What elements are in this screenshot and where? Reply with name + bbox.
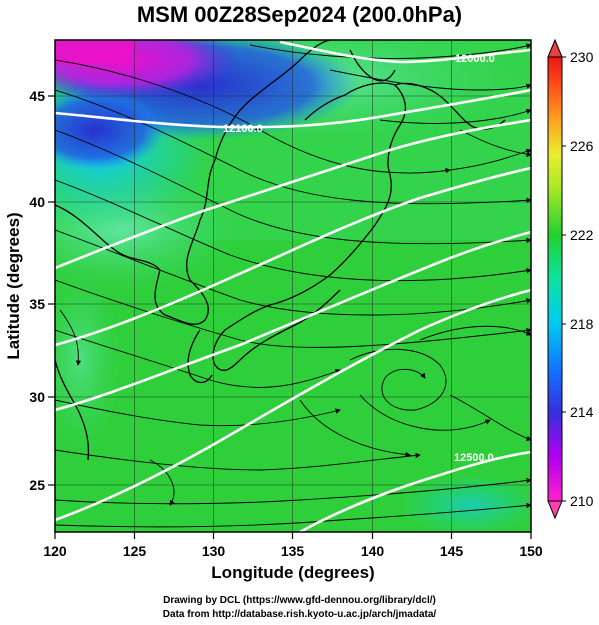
- x-tick-label: 130: [202, 543, 226, 559]
- x-axis-title: Longitude (degrees): [211, 563, 374, 582]
- chart-title: MSM 00Z28Sep2024 (200.0hPa): [136, 2, 463, 27]
- colorbar-lower-arrow: [547, 500, 563, 520]
- x-tick-label: 140: [361, 543, 385, 559]
- grid-lines: [55, 40, 531, 532]
- y-tick-label: 40: [29, 194, 45, 210]
- axis-ticks: [48, 95, 532, 539]
- colorbar: 230 226 222 218 214 210: [547, 38, 594, 520]
- x-tick-label: 125: [123, 543, 147, 559]
- colorbar-tick-label: 210: [570, 493, 594, 509]
- height-contours: [55, 40, 531, 532]
- x-tick-label: 120: [43, 543, 67, 559]
- x-tick-label: 145: [440, 543, 464, 559]
- colorbar-tick-label: 214: [570, 404, 594, 420]
- credit-data-source: Data from http://database.rish.kyoto-u.a…: [162, 609, 437, 620]
- colorbar-tick-label: 218: [570, 316, 594, 332]
- wind-streamlines: [55, 43, 531, 528]
- y-tick-labels: 45 40 35 30 25: [29, 88, 45, 493]
- y-tick-label: 45: [29, 88, 45, 104]
- x-tick-label: 150: [519, 543, 543, 559]
- colorbar-tick-label: 226: [570, 138, 594, 154]
- x-tick-labels: 120 125 130 135 140 145 150: [43, 543, 543, 559]
- x-tick-label: 135: [281, 543, 305, 559]
- colorbar-tick-label: 222: [570, 227, 594, 243]
- contour-labels: 12000.0 12100.0 12500.0: [223, 53, 495, 464]
- contour-label-12500: 12500.0: [454, 452, 494, 464]
- colorbar-tick-label: 230: [570, 49, 594, 65]
- colorbar-upper-arrow: [547, 38, 563, 58]
- y-axis-title: Latitude (degrees): [4, 212, 23, 359]
- contour-label-12100: 12100.0: [223, 123, 263, 135]
- y-tick-label: 35: [29, 296, 45, 312]
- y-tick-label: 30: [29, 389, 45, 405]
- y-tick-label: 25: [29, 477, 45, 493]
- contour-label-12000: 12000.0: [455, 53, 495, 65]
- credit-drawing: Drawing by DCL (https://www.gfd-dennou.o…: [163, 595, 436, 606]
